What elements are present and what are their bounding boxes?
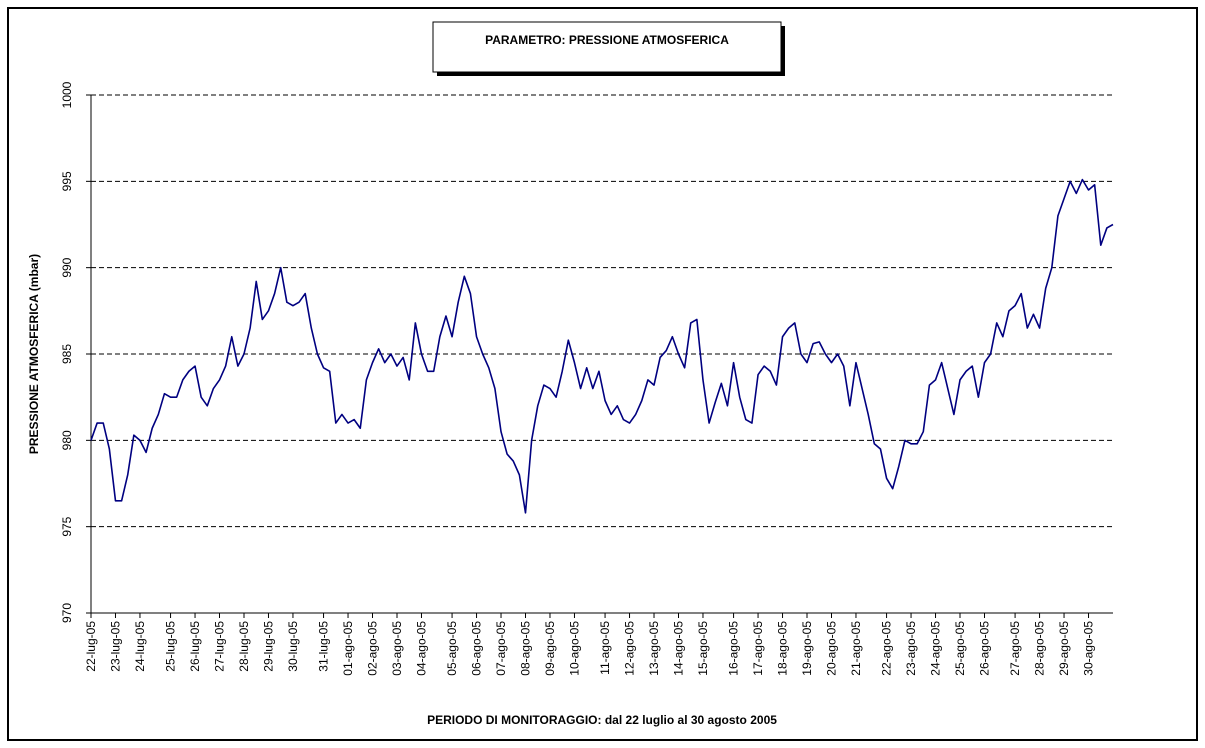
x-tick-label: 26-ago-05 (977, 621, 991, 676)
x-tick-label: 30-ago-05 (1082, 621, 1096, 676)
y-tick-label: 1000 (60, 81, 74, 108)
x-tick-label: 23-ago-05 (904, 621, 918, 676)
x-tick-label: 25-ago-05 (953, 621, 967, 676)
x-tick-label: 08-ago-05 (519, 621, 533, 676)
x-tick-label: 01-ago-05 (341, 621, 355, 676)
x-tick-label: 25-lug-05 (164, 621, 178, 672)
x-tick-label: 06-ago-05 (470, 621, 484, 676)
y-tick-label: 975 (60, 516, 74, 536)
x-tick-label: 03-ago-05 (390, 621, 404, 676)
x-tick-label: 28-lug-05 (237, 621, 251, 672)
x-tick-label: 16-ago-05 (727, 621, 741, 676)
x-tick-label: 29-lug-05 (261, 621, 275, 672)
x-tick-label: 11-ago-05 (598, 621, 612, 675)
x-tick-label: 12-ago-05 (623, 621, 637, 676)
x-tick-label: 24-ago-05 (929, 621, 943, 676)
y-tick-label: 990 (60, 257, 74, 277)
y-axis-label: PRESSIONE ATMOSFERICA (mbar) (27, 254, 41, 454)
x-tick-label: 24-lug-05 (133, 621, 147, 672)
x-tick-label: 30-lug-05 (286, 621, 300, 672)
y-tick-label: 985 (60, 344, 74, 364)
x-tick-label: 22-lug-05 (84, 621, 98, 672)
chart-title: PARAMETRO: PRESSIONE ATMOSFERICA (485, 33, 729, 47)
x-tick-label: 17-ago-05 (751, 621, 765, 676)
x-tick-label: 18-ago-05 (776, 621, 790, 676)
x-axis-label: PERIODO DI MONITORAGGIO: dal 22 luglio a… (427, 713, 777, 727)
x-tick-label: 02-ago-05 (366, 621, 380, 676)
title-box (432, 21, 782, 73)
x-tick-label: 28-ago-05 (1033, 621, 1047, 676)
y-tick-label: 995 (60, 171, 74, 191)
x-tick-label: 27-lug-05 (213, 621, 227, 672)
x-tick-label: 20-ago-05 (824, 621, 838, 676)
x-tick-label: 07-ago-05 (494, 621, 508, 676)
chart-border (7, 7, 1198, 741)
x-tick-label: 21-ago-05 (849, 621, 863, 676)
x-tick-label: 27-ago-05 (1008, 621, 1022, 676)
x-tick-label: 05-ago-05 (445, 621, 459, 676)
x-tick-label: 15-ago-05 (696, 621, 710, 676)
x-tick-label: 26-lug-05 (188, 621, 202, 672)
x-tick-label: 31-lug-05 (317, 621, 331, 672)
y-tick-label: 980 (60, 430, 74, 450)
x-tick-label: 19-ago-05 (800, 621, 814, 676)
x-tick-label: 29-ago-05 (1057, 621, 1071, 676)
y-tick-label: 970 (60, 603, 74, 623)
x-tick-label: 23-lug-05 (108, 621, 122, 672)
x-tick-label: 14-ago-05 (671, 621, 685, 676)
x-tick-label: 13-ago-05 (647, 621, 661, 676)
x-tick-label: 22-ago-05 (880, 621, 894, 676)
data-line (90, 178, 1114, 514)
x-tick-label: 09-ago-05 (543, 621, 557, 676)
x-tick-label: 10-ago-05 (567, 621, 581, 676)
x-tick-label: 04-ago-05 (414, 621, 428, 676)
